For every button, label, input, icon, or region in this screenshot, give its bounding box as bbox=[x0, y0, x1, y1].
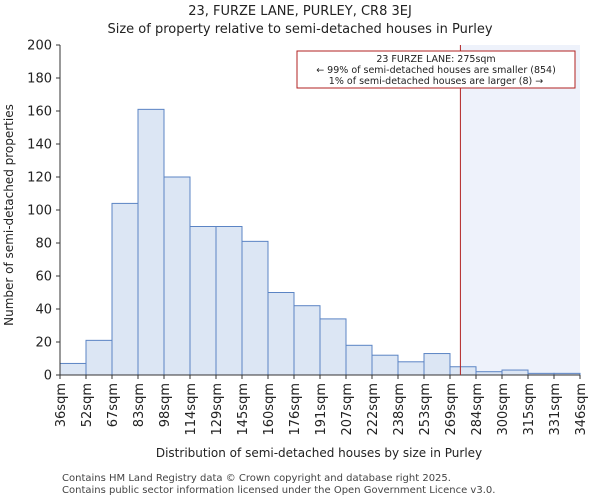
y-tick-label: 140 bbox=[27, 138, 52, 153]
x-tick-label: 300sqm bbox=[496, 383, 511, 436]
bar-145sqm bbox=[241, 240, 269, 376]
y-tick-label: 180 bbox=[27, 72, 52, 87]
y-tick-label: 0 bbox=[44, 369, 52, 384]
y-tick-label: 60 bbox=[35, 270, 52, 285]
annotation-line-3: 1% of semi-detached houses are larger (8… bbox=[329, 76, 543, 87]
x-tick-label: 36sqm bbox=[54, 383, 69, 427]
x-tick-label: 253sqm bbox=[418, 383, 433, 436]
x-tick-label: 98sqm bbox=[158, 383, 173, 427]
bar-207sqm bbox=[345, 344, 373, 376]
x-tick-label: 331sqm bbox=[548, 383, 563, 436]
bar-222sqm bbox=[371, 354, 399, 376]
bar-176sqm bbox=[293, 305, 321, 376]
x-tick-label: 207sqm bbox=[340, 383, 355, 436]
bar-67sqm bbox=[111, 202, 139, 376]
larger-region-shading bbox=[460, 45, 580, 375]
x-tick-label: 52sqm bbox=[80, 383, 95, 427]
x-tick-label: 114sqm bbox=[184, 383, 199, 436]
x-tick-label: 67sqm bbox=[106, 383, 121, 427]
bar-191sqm bbox=[319, 318, 347, 376]
footer-copyright: Contains HM Land Registry data © Crown c… bbox=[62, 473, 451, 484]
x-tick-label: 191sqm bbox=[314, 383, 329, 436]
y-tick-label: 80 bbox=[35, 237, 52, 252]
bar-253sqm bbox=[423, 353, 451, 376]
bar-36sqm bbox=[59, 362, 87, 376]
x-tick-label: 176sqm bbox=[288, 383, 303, 436]
x-tick-label: 129sqm bbox=[210, 383, 225, 436]
x-tick-label: 83sqm bbox=[132, 383, 147, 427]
footer-licence: Contains public sector information licen… bbox=[62, 485, 496, 496]
bar-83sqm bbox=[137, 108, 165, 376]
annotation-line-1: 23 FURZE LANE: 275sqm bbox=[376, 54, 495, 65]
x-tick-label: 315sqm bbox=[522, 383, 537, 436]
y-tick-label: 40 bbox=[35, 303, 52, 318]
bar-52sqm bbox=[85, 339, 113, 376]
chart-subtitle: Size of property relative to semi-detach… bbox=[107, 22, 493, 37]
x-tick-label: 284sqm bbox=[470, 383, 485, 436]
bar-300sqm bbox=[501, 369, 529, 376]
y-axis-label: Number of semi-detached properties bbox=[2, 104, 16, 326]
annotation-box bbox=[296, 50, 576, 89]
bar-114sqm bbox=[189, 226, 217, 376]
y-tick-label: 100 bbox=[27, 204, 52, 219]
x-tick-label: 346sqm bbox=[574, 383, 589, 436]
x-tick-label: 160sqm bbox=[262, 383, 277, 436]
x-tick-label: 269sqm bbox=[444, 383, 459, 436]
x-tick-label: 222sqm bbox=[366, 383, 381, 436]
y-tick-label: 120 bbox=[27, 171, 52, 186]
x-axis-label: Distribution of semi-detached houses by … bbox=[156, 446, 482, 460]
y-tick-label: 160 bbox=[27, 105, 52, 120]
x-tick-label: 238sqm bbox=[392, 383, 407, 436]
x-tick-label: 145sqm bbox=[236, 383, 251, 436]
bar-160sqm bbox=[267, 292, 295, 376]
y-tick-label: 20 bbox=[35, 336, 52, 351]
annotation-line-2: ← 99% of semi-detached houses are smalle… bbox=[316, 65, 556, 76]
bar-269sqm bbox=[449, 366, 477, 376]
chart-title: 23, FURZE LANE, PURLEY, CR8 3EJ bbox=[188, 4, 412, 19]
y-tick-label: 200 bbox=[27, 39, 52, 54]
bar-238sqm bbox=[397, 361, 425, 376]
bar-129sqm bbox=[215, 226, 243, 376]
bar-98sqm bbox=[163, 176, 191, 376]
